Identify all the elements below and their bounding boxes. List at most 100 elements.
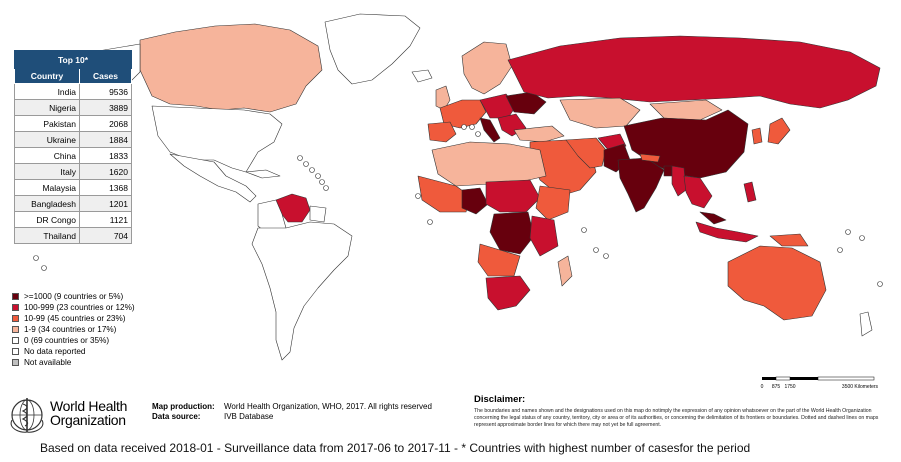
legend-label: 100-999 (23 countries or 12%) [24, 303, 135, 312]
legend-label: 1-9 (34 countries or 17%) [24, 325, 117, 334]
region-russia [507, 35, 881, 109]
legend-item: No data reported [12, 346, 135, 357]
legend-item: Not available [12, 357, 135, 368]
region-dr-congo [489, 211, 535, 255]
cases-value: 1121 [79, 211, 132, 228]
region-cuba [245, 169, 281, 179]
region-nigeria [461, 187, 489, 215]
region-usa [151, 105, 283, 173]
country-name: China [14, 147, 80, 164]
legend-swatch [12, 359, 19, 366]
col-cases-header: Cases [79, 68, 132, 84]
col-country-header: Country [14, 68, 80, 84]
region-japan [767, 117, 791, 145]
map-production-value: World Health Organization, WHO, 2017. Al… [224, 402, 432, 411]
table-row: Thailand 704 [14, 227, 132, 244]
org-name-line1: World Health [50, 398, 128, 414]
cases-value: 1368 [79, 179, 132, 196]
disclaimer-text: The boundaries and names shown and the d… [474, 408, 879, 428]
region-central-africa [485, 179, 541, 213]
cases-value: 3889 [79, 99, 132, 116]
country-name: Ukraine [14, 131, 80, 148]
region-italy [479, 117, 501, 143]
region-greenland [324, 13, 421, 85]
region-bangladesh [663, 165, 673, 177]
region-iceland [411, 69, 433, 83]
legend-label: 0 (69 countries or 35%) [24, 336, 110, 345]
region-iberia [427, 121, 457, 143]
country-name: DR Congo [14, 211, 80, 228]
region-kazakhstan [559, 97, 641, 129]
scale-tick: 875 [772, 384, 781, 390]
region-new-zealand [859, 311, 873, 337]
region-png [769, 233, 809, 247]
table-row: Pakistan 2068 [14, 115, 132, 132]
data-source-label: Data source: [152, 412, 201, 421]
top10-title: Top 10* [14, 50, 132, 69]
map-legend: >=1000 (9 countries or 5%) 100-999 (23 c… [12, 291, 135, 368]
region-horn [535, 185, 571, 221]
table-row: China 1833 [14, 147, 132, 164]
cases-value: 1620 [79, 163, 132, 180]
country-name: Thailand [14, 227, 80, 244]
cases-value: 1201 [79, 195, 132, 212]
who-emblem-icon [10, 398, 44, 433]
cases-value: 1833 [79, 147, 132, 164]
region-west-africa [417, 175, 471, 213]
disclaimer-title: Disclaimer: [474, 394, 526, 405]
region-mexico [169, 153, 257, 203]
region-uk [435, 85, 451, 111]
region-myanmar [671, 165, 687, 197]
table-row: Ukraine 1884 [14, 131, 132, 148]
region-indonesia [695, 221, 759, 243]
table-row: India 9536 [14, 83, 132, 100]
scale-tick: 1750 [784, 384, 795, 390]
table-row: Malaysia 1368 [14, 179, 132, 196]
map-production-label: Map production: [152, 402, 215, 411]
region-south-america [251, 221, 353, 361]
cases-value: 704 [79, 227, 132, 244]
legend-swatch [12, 293, 19, 300]
cases-value: 9536 [79, 83, 132, 100]
disclaimer: Disclaimer: The boundaries and names sho… [474, 394, 884, 429]
top10-table: Top 10* Country Cases India 9536 Nigeria 3… [14, 50, 132, 244]
legend-swatch [12, 315, 19, 322]
map-production-info: Map production: World Health Organization… [152, 402, 432, 422]
region-canada [139, 23, 323, 113]
country-name: Nigeria [14, 99, 80, 116]
legend-item: 100-999 (23 countries or 12%) [12, 302, 135, 313]
region-east-africa [529, 215, 559, 257]
data-source-value: IVB Database [224, 412, 274, 421]
region-thailand [683, 175, 713, 209]
legend-item: 10-99 (45 countries or 23%) [12, 313, 135, 324]
country-name: India [14, 83, 80, 100]
legend-label: No data reported [24, 347, 86, 356]
region-india [617, 157, 665, 213]
legend-label: 10-99 (45 countries or 23%) [24, 314, 126, 323]
region-south-africa [485, 275, 531, 311]
region-mongolia [649, 99, 723, 121]
legend-label: Not available [24, 358, 72, 367]
legend-item: >=1000 (9 countries or 5%) [12, 291, 135, 302]
footnote: Based on data received 2018-01 - Surveil… [40, 441, 751, 455]
region-angola [477, 243, 521, 277]
country-name: Pakistan [14, 115, 80, 132]
cases-value: 2068 [79, 115, 132, 132]
legend-item: 0 (69 countries or 35%) [12, 335, 135, 346]
region-korea [751, 127, 763, 145]
country-name: Italy [14, 163, 80, 180]
region-australia [727, 245, 827, 321]
scale-tick: 3500 Kilometers [842, 384, 879, 390]
legend-swatch [12, 304, 19, 311]
table-row: Nigeria 3889 [14, 99, 132, 116]
region-malaysia [699, 211, 727, 225]
scale-bar: 0 875 1750 3500 Kilometers [761, 376, 879, 390]
region-philippines [743, 181, 757, 203]
region-turkey [513, 125, 565, 143]
who-wordmark: World Health Organization [50, 399, 127, 427]
table-row: Italy 1620 [14, 163, 132, 180]
org-name-line2: Organization [50, 412, 126, 428]
table-row: DR Congo 1121 [14, 211, 132, 228]
region-madagascar [557, 255, 573, 287]
country-name: Malaysia [14, 179, 80, 196]
